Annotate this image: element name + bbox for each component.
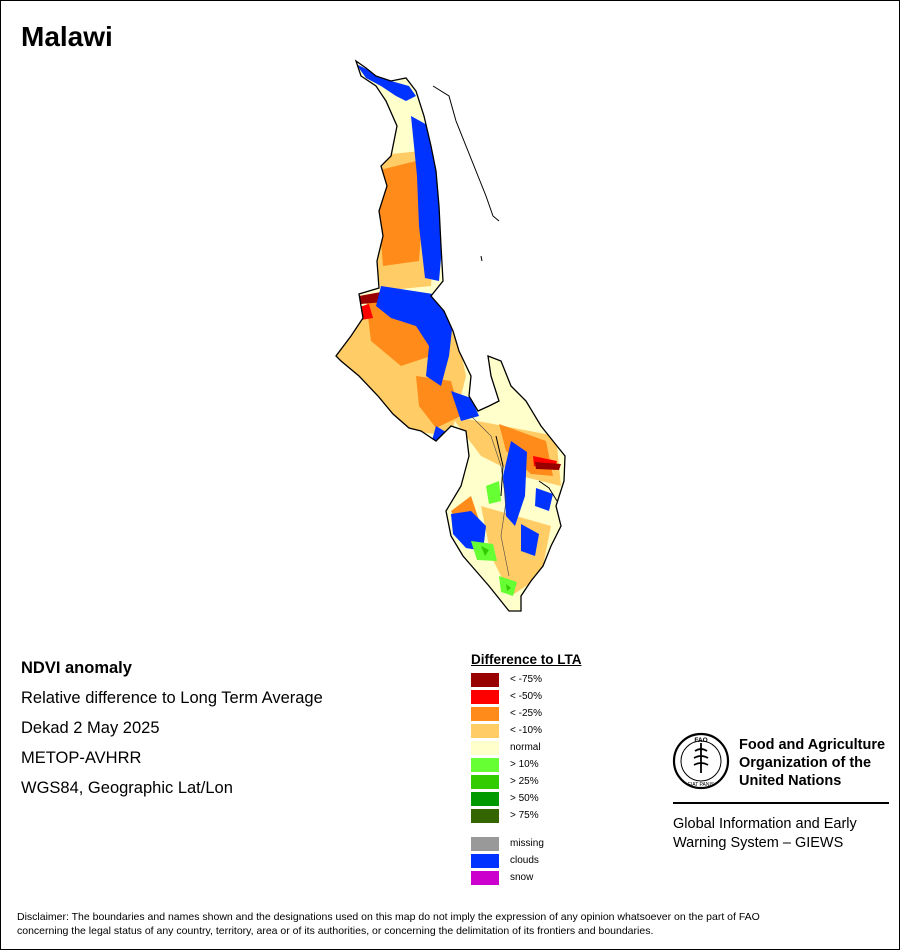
product-name: NDVI anomaly [21, 659, 132, 677]
legend-item: < -50% [471, 690, 631, 704]
legend-item: < -75% [471, 673, 631, 687]
legend-label: clouds [510, 855, 539, 866]
map-title: Malawi [21, 21, 113, 52]
legend-item: > 25% [471, 775, 631, 789]
legend-item: < -10% [471, 724, 631, 738]
legend-title: Difference to LTA [471, 652, 582, 667]
legend-swatch [471, 792, 499, 806]
sensor: METOP-AVHRR [21, 749, 142, 767]
legend-item: normal [471, 741, 631, 755]
legend-label: < -10% [510, 725, 542, 736]
map-moderate-decline-area [366, 161, 553, 536]
map-info: NDVI anomaly Relative difference to Long… [21, 657, 323, 807]
fao-name: Food and Agriculture Organization of the… [739, 736, 900, 790]
legend-item: snow [471, 871, 631, 885]
legend-label: > 25% [510, 776, 539, 787]
legend-label: < -25% [510, 708, 542, 719]
giews-name: Global Information and Early Warning Sys… [673, 815, 900, 853]
legend-item: > 10% [471, 758, 631, 772]
legend-label: missing [510, 838, 544, 849]
fao-divider [673, 802, 889, 804]
legend-label: snow [510, 872, 534, 883]
disclaimer: Disclaimer: The boundaries and names sho… [17, 910, 887, 938]
legend: Difference to LTA < -75% < -50% < -25% <… [471, 652, 582, 885]
legend-swatch [471, 837, 499, 851]
map-cloud-area [356, 64, 553, 556]
legend-label: > 50% [510, 793, 539, 804]
district-border [470, 415, 510, 577]
legend-item: < -25% [471, 707, 631, 721]
giews-line: Global Information and Early [673, 816, 857, 832]
map-wetter-than-normal-area [471, 481, 517, 596]
product-description: Relative difference to Long Term Average [21, 689, 323, 707]
legend-label: < -50% [510, 691, 542, 702]
fao-name-line: Food and Agriculture [739, 737, 886, 753]
legend-label: > 10% [510, 759, 539, 770]
legend-label: normal [510, 742, 541, 753]
disclaimer-line: Disclaimer: The boundaries and names sho… [17, 911, 760, 923]
legend-item: missing [471, 837, 631, 851]
fao-name-line: Organization of the [739, 755, 872, 771]
fao-logo: FAO FIAT PANIS [672, 732, 730, 790]
fao-name-line: United Nations [739, 773, 842, 789]
fao-logo-motto: FIAT PANIS [688, 782, 715, 788]
lake-shoreline [432, 85, 558, 502]
legend-swatch [471, 724, 499, 738]
country-map [335, 60, 566, 612]
legend-label: > 75% [510, 810, 539, 821]
period: Dekad 2 May 2025 [21, 719, 160, 737]
disclaimer-line: concerning the legal status of any count… [17, 925, 654, 937]
legend-swatch [471, 775, 499, 789]
legend-swatch [471, 707, 499, 721]
legend-label: < -75% [510, 674, 542, 685]
giews-line: Warning System – GIEWS [673, 835, 844, 851]
map-much-wetter-area [481, 546, 511, 591]
legend-swatch [471, 690, 499, 704]
legend-swatch [471, 854, 499, 868]
legend-item: > 50% [471, 792, 631, 806]
legend-item: clouds [471, 854, 631, 868]
legend-item: > 75% [471, 809, 631, 823]
fao-logo-letters: FAO [694, 737, 707, 744]
legend-swatch [471, 871, 499, 885]
legend-swatch [471, 809, 499, 823]
legend-swatch [471, 758, 499, 772]
legend-swatch [471, 741, 499, 755]
legend-swatch [471, 673, 499, 687]
projection: WGS84, Geographic Lat/Lon [21, 779, 233, 797]
